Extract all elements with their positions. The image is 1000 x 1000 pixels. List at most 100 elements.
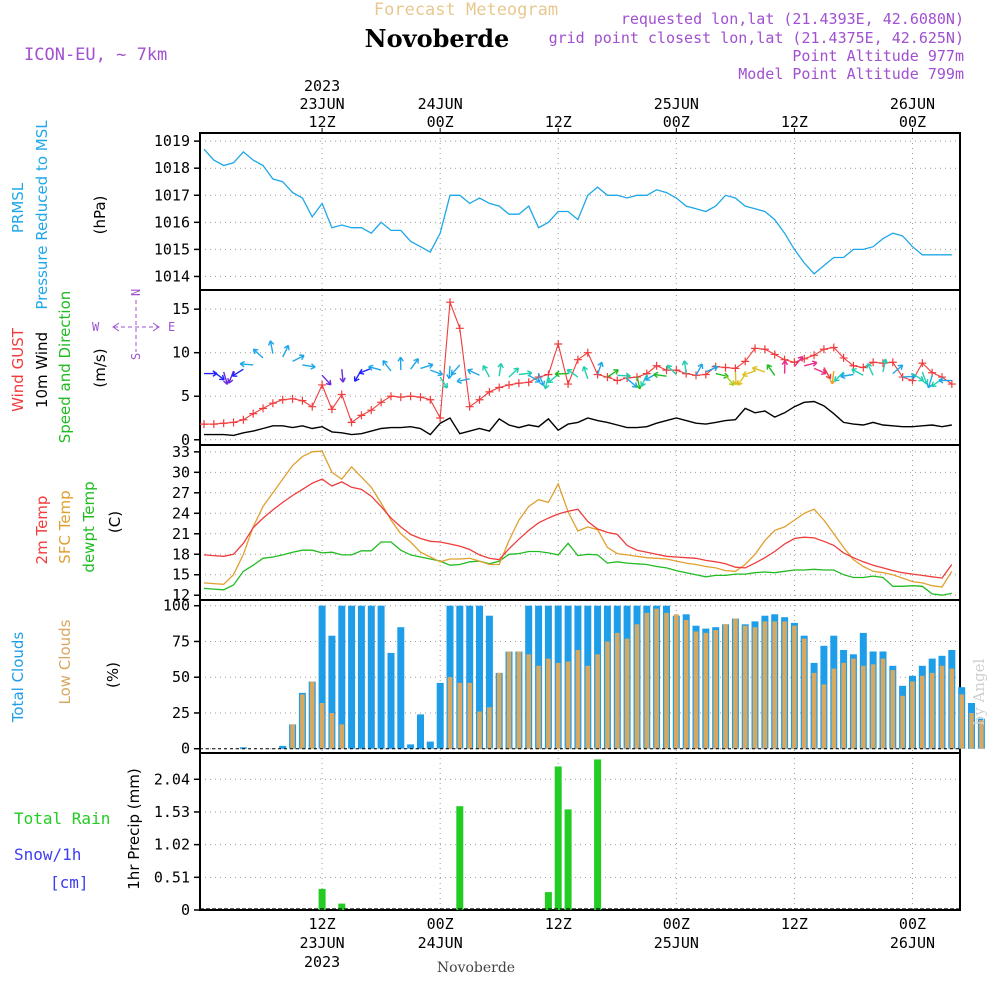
precip-bar	[456, 806, 464, 910]
low-cloud-bar	[792, 625, 797, 749]
wind-gust-marker	[947, 380, 956, 389]
low-cloud-bar	[339, 724, 345, 749]
pressure-ytick-label: 1016	[154, 213, 190, 231]
wind-direction-arrow	[737, 374, 746, 386]
low-cloud-bar	[841, 662, 846, 749]
low-cloud-bar	[309, 681, 315, 749]
total-cloud-bar	[239, 747, 247, 749]
wind-direction-arrow	[497, 362, 504, 377]
total-cloud-bar	[476, 605, 483, 749]
wind-gust-marker	[308, 402, 317, 411]
total-cloud-bar	[485, 615, 493, 749]
clouds-ytick-label: 0	[181, 740, 190, 758]
wind-gust-marker	[209, 420, 218, 429]
total-cloud-bar	[318, 605, 326, 749]
wind-gust-marker	[386, 392, 395, 401]
wind-gust-marker	[554, 339, 563, 348]
top-time-label: 00Z	[899, 113, 926, 131]
wind-direction-arrow	[938, 377, 952, 384]
low-cloud-bar	[870, 664, 876, 749]
credit-text: by Angel	[970, 658, 988, 725]
low-cloud-bar	[536, 665, 541, 749]
low-cloud-bar	[565, 661, 571, 749]
low-cloud-bar	[683, 620, 689, 749]
wind-direction-arrow	[368, 364, 382, 371]
wind-panel: 0 5 10 15	[172, 289, 961, 449]
total-cloud-bar	[456, 605, 464, 749]
wind-direction-arrow	[508, 367, 520, 378]
top-time-label: 26JUN	[890, 95, 935, 113]
pressure-panel: 1014 1015 1016 1017 1018 1019	[154, 132, 961, 291]
wind-gust-marker	[239, 415, 248, 424]
low-cloud-bar	[319, 703, 325, 749]
top-time-label: 25JUN	[654, 95, 699, 113]
wind-unit-label: (m/s)	[91, 348, 109, 387]
wind-ytick-label: 5	[181, 387, 190, 405]
wind-direction-arrow	[912, 373, 925, 382]
low-cloud-bar	[477, 711, 482, 749]
wind-ytick-label: 10	[172, 344, 190, 362]
low-cloud-bar	[772, 621, 777, 749]
wind-direction-arrow	[321, 374, 332, 386]
wind-direction-arrow	[823, 367, 832, 380]
bottom-time-label: 24JUN	[418, 934, 463, 952]
total-cloud-bar	[367, 605, 375, 749]
low-cloud-bar	[457, 682, 463, 749]
wind-direction-arrow	[227, 370, 235, 384]
dewpt-label: dewpt Temp	[80, 481, 98, 572]
wind-gust-marker	[229, 418, 238, 427]
wind-10m-label: 10m Wind	[33, 332, 51, 408]
wind-direction-arrow	[528, 374, 541, 383]
wind-gust-marker	[751, 344, 760, 353]
wind-gust-marker	[760, 345, 769, 354]
low-cloud-bar	[703, 632, 709, 749]
low-cloud-bar	[861, 665, 866, 749]
wind-gust-marker	[829, 343, 838, 352]
low-cloud-bar	[447, 677, 453, 749]
wind-gust-marker	[918, 359, 927, 368]
low-cloud-bar	[811, 672, 817, 749]
total-cloud-bar	[426, 741, 434, 749]
clouds-ytick-label: 75	[172, 632, 190, 650]
top-time-label: 23JUN	[300, 95, 345, 113]
bottom-time-label: 25JUN	[654, 934, 699, 952]
wind-direction-arrow	[456, 377, 470, 384]
total-cloud-bar	[348, 605, 356, 749]
wind-direction-arrow	[547, 373, 559, 384]
wind-gust-marker	[485, 387, 494, 396]
wind-direction-arrow	[607, 369, 619, 378]
low-cloud-bar	[516, 651, 522, 749]
wind-direction-arrow	[467, 368, 480, 376]
wind-direction-arrow	[833, 371, 845, 382]
bottom-time-label: 00Z	[899, 915, 926, 933]
wind-gust-marker	[278, 395, 287, 404]
wind-gust-marker	[298, 396, 307, 405]
wind-gust-marker	[652, 361, 661, 370]
bottom-time-label: 00Z	[427, 915, 454, 933]
sfc-temp-label: SFC Temp	[56, 490, 74, 563]
bottom-time-label: 12Z	[309, 915, 336, 933]
wind-gust-marker	[810, 351, 819, 360]
wind-direction-arrow	[566, 368, 579, 378]
total-cloud-bar	[466, 605, 474, 749]
low-cloud-bar	[939, 665, 945, 749]
total-rain-label: Total Rain	[14, 809, 110, 828]
low-cloud-bar	[713, 630, 718, 749]
low-cloud-bar	[762, 621, 768, 749]
wind-direction-arrow	[267, 340, 275, 354]
precip-frame	[199, 752, 961, 911]
low-cloud-bar	[723, 624, 728, 749]
wind-direction-arrow	[881, 358, 889, 373]
wind-gust-marker	[741, 357, 750, 366]
wind-direction-arrow	[804, 360, 818, 367]
wind-direction-arrow	[420, 362, 434, 370]
wind-direction-arrow	[302, 363, 316, 370]
wind-direction-arrow	[397, 356, 404, 371]
wind-direction-arrow	[921, 371, 929, 385]
precip-ytick-label: 0	[181, 901, 190, 919]
wind-direction-arrow	[252, 348, 264, 359]
low-cloud-bar	[733, 618, 738, 749]
low-cloud-bar	[969, 713, 974, 749]
